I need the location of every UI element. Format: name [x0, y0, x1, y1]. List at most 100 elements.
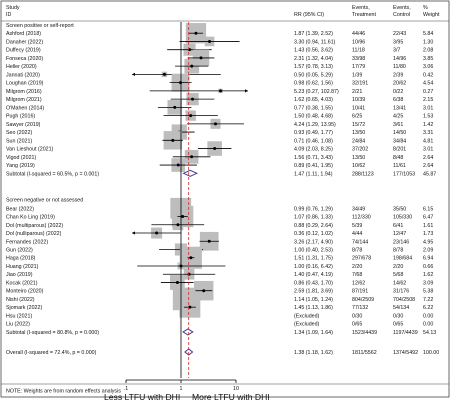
point-estimate	[191, 97, 195, 101]
events-control: 0/22	[393, 89, 403, 95]
rr-ci-text: 2.31 (1.32, 4.04)	[294, 56, 333, 62]
study-label: Milgrom (2021)	[6, 97, 42, 103]
events-control: 12/47	[393, 231, 406, 237]
events-control: 6/41	[393, 223, 403, 229]
events-treatment: 6/25	[352, 114, 362, 120]
weight-value: 3.06	[423, 64, 433, 70]
rr-ci-text: 0.36 (0.12, 1.02)	[294, 231, 333, 237]
pooled-diamond	[184, 348, 194, 356]
header-events-control-line2: Control	[393, 12, 410, 18]
header-weight-line2: Weight	[423, 12, 440, 18]
rr-ci-text: 1.38 (1.18, 1.62)	[294, 350, 333, 356]
header-rr: RR (95% CI)	[294, 12, 324, 18]
x-tick-label: 1	[180, 386, 183, 392]
rr-ci-text: 0.77 (0.38, 1.55)	[294, 105, 333, 111]
point-estimate	[190, 155, 194, 159]
point-estimate	[171, 138, 175, 142]
weight-value: 0.00	[423, 322, 433, 328]
weight-value: 4.95	[423, 239, 433, 245]
rr-ci-text: 3.30 (0.94, 11.61)	[294, 39, 336, 45]
header-study-line2: ID	[6, 12, 11, 18]
events-control: 11/80	[393, 64, 406, 70]
weight-value: 1.61	[423, 223, 433, 229]
study-label: Dol (nulliparous) (2022)	[6, 231, 62, 237]
group-heading-screen-negative: Screen negative or not assessed	[6, 197, 83, 203]
point-estimate	[190, 64, 194, 68]
events-treatment: 1523/4439	[352, 330, 377, 336]
point-estimate	[207, 239, 211, 243]
events-control: 35/50	[393, 206, 406, 212]
study-label: Hsu (2021)	[6, 313, 32, 319]
point-estimate	[189, 114, 193, 118]
events-treatment: 34/49	[352, 206, 365, 212]
study-label: Loughan (2019)	[6, 81, 44, 87]
weight-value: 1.73	[423, 231, 433, 237]
ci-arrow-left	[132, 231, 135, 235]
study-label: Heller (2020)	[6, 64, 37, 70]
rr-ci-text: 1.50 (0.48, 4.68)	[294, 114, 333, 120]
study-label: Jannati (2020)	[6, 72, 40, 78]
events-treatment: 17/79	[352, 64, 365, 70]
header-study-line1: Study	[6, 5, 20, 11]
weights-note: NOTE: Weights are from random effects an…	[6, 389, 121, 395]
rr-ci-text: (Excluded)	[294, 313, 320, 319]
rr-ci-text: 1.14 (1.05, 1.24)	[294, 297, 333, 303]
events-treatment: 13/50	[352, 155, 365, 161]
events-control: 14/62	[393, 280, 406, 286]
study-label: Monteiro (2020)	[6, 289, 44, 295]
point-estimate	[188, 305, 192, 309]
events-control: 1374/5492	[393, 350, 418, 356]
rr-ci-text: 5.23 (0.27, 102.87)	[294, 89, 339, 95]
weight-value: 1.42	[423, 122, 433, 128]
weight-value: 1.62	[423, 272, 433, 278]
weight-value: 1.30	[423, 39, 433, 45]
weight-value: 3.31	[423, 130, 433, 136]
group-heading-screen-positive: Screen positive or self-report	[6, 23, 74, 29]
weight-value: 0.27	[423, 89, 433, 95]
rr-ci-text: 4.09 (2.03, 8.25)	[294, 147, 333, 153]
point-estimate	[176, 223, 180, 227]
rr-ci-text: 1.00 (0.40, 2.53)	[294, 248, 333, 254]
events-control: 8/48	[393, 155, 403, 161]
study-label: Gun (2022)	[6, 248, 33, 254]
events-treatment: 10/39	[352, 97, 365, 103]
events-control: 4/25	[393, 114, 403, 120]
weight-value: 5.84	[423, 31, 433, 37]
events-control: 54/134	[393, 305, 409, 311]
point-estimate	[202, 289, 206, 293]
weight-value: 3.85	[423, 56, 433, 62]
subtotal-label: Subtotal (I-squared = 80.8%, p = 0.000)	[6, 330, 99, 336]
weight-value: 4.81	[423, 138, 433, 144]
study-label: Haga (2018)	[6, 256, 36, 262]
events-control: 8/201	[393, 147, 406, 153]
events-control: 3/7	[393, 48, 400, 54]
study-label: Pugh (2016)	[6, 114, 35, 120]
study-label: Seo (2022)	[6, 130, 32, 136]
ci-arrow-left	[132, 72, 135, 76]
x-axis: .1 1 10	[124, 379, 239, 392]
weight-value: 45.87	[423, 171, 436, 177]
point-estimate	[214, 122, 218, 126]
events-control: 34/84	[393, 138, 406, 144]
rr-ci-text: 1.57 (0.78, 3.13)	[294, 64, 333, 70]
events-treatment: 8/78	[352, 248, 362, 254]
study-label: Ashford (2018)	[6, 31, 41, 37]
study-label: Yang (2019)	[6, 163, 35, 169]
events-control: 14/50	[393, 130, 406, 136]
pooled-diamond	[182, 169, 199, 177]
events-control: 0/65	[393, 322, 403, 328]
weight-value: 0.42	[423, 72, 433, 78]
point-estimate	[173, 105, 177, 109]
weight-value: 2.15	[423, 97, 433, 103]
weight-value: 6.94	[423, 256, 433, 262]
events-control: 13/41	[393, 105, 406, 111]
events-control: 6/38	[393, 97, 403, 103]
weight-value: 6.47	[423, 215, 433, 221]
study-label: Nishi (2022)	[6, 297, 35, 303]
rr-ci-text: 1.62 (0.65, 4.03)	[294, 97, 333, 103]
study-label: Fernandes (2022)	[6, 239, 48, 245]
events-treatment: 112/330	[352, 215, 371, 221]
point-estimate	[199, 56, 203, 60]
events-treatment: 4/44	[352, 231, 362, 237]
